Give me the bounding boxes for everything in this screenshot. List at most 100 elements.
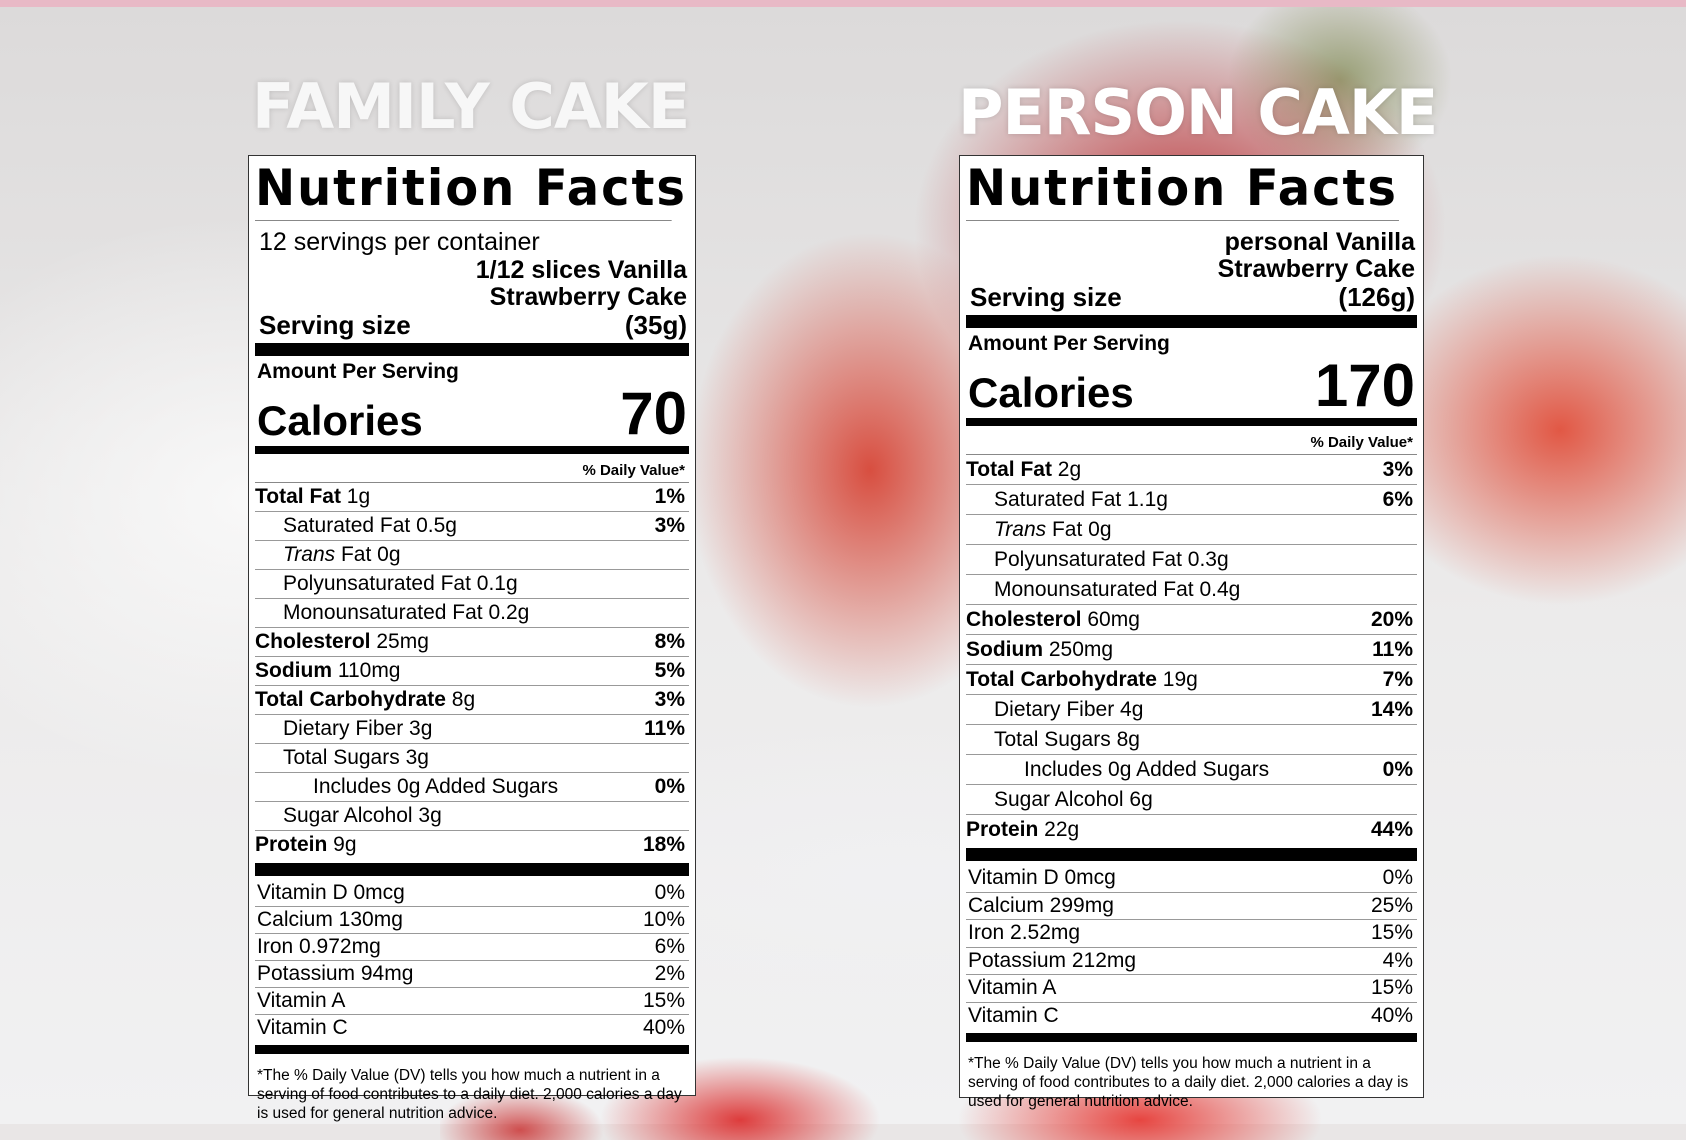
nutrient-amount: Total Sugars 8g bbox=[994, 727, 1140, 751]
nutrient-percent: 3% bbox=[1382, 457, 1413, 481]
serving-size-label: Serving size bbox=[259, 310, 411, 340]
vitamin-row: Vitamin D 0mcg 0% bbox=[966, 865, 1417, 893]
nutrient-percent: 11% bbox=[1372, 637, 1413, 661]
nutrient-percent: 20% bbox=[1370, 607, 1413, 631]
nutrient-amount: Sugar Alcohol 3g bbox=[283, 804, 442, 827]
thick-divider bbox=[255, 1045, 689, 1054]
serving-size-value: (126g) bbox=[1338, 282, 1415, 312]
nutrient-name-bold: Cholesterol bbox=[966, 607, 1082, 631]
nutrient-percent: 11% bbox=[644, 717, 685, 740]
nutrient-name: Total Carbohydrate 19g bbox=[966, 668, 1198, 692]
nutrient-percent: 3% bbox=[654, 514, 685, 537]
heading-family-cake: FAMILY CAKE bbox=[252, 70, 690, 143]
nutrient-percent: 6% bbox=[1382, 487, 1413, 511]
nutrient-name: Polyunsaturated Fat 0.1g bbox=[255, 572, 518, 596]
top-accent-bar bbox=[0, 0, 1686, 7]
vitamin-row: Calcium 130mg 10% bbox=[255, 907, 689, 934]
nutrient-amount: 9g bbox=[327, 833, 357, 856]
nutrient-name-bold: Total Fat bbox=[966, 457, 1052, 481]
vitamin-name: Vitamin A bbox=[968, 976, 1057, 1000]
nutrient-name: Dietary Fiber 3g bbox=[255, 717, 432, 741]
nutrient-amount: Sugar Alcohol 6g bbox=[994, 787, 1153, 811]
heading-person-cake: PERSON CAKE bbox=[958, 76, 1438, 149]
nutrient-amount: 250mg bbox=[1043, 637, 1114, 661]
calories-label: Calories bbox=[968, 369, 1134, 416]
nutrient-amount: Total Sugars 3g bbox=[283, 746, 429, 769]
nutrient-percent: 5% bbox=[654, 659, 685, 682]
footnote: *The % Daily Value (DV) tells you how mu… bbox=[257, 1067, 682, 1122]
calories-label: Calories bbox=[257, 397, 423, 444]
medium-divider bbox=[966, 418, 1417, 426]
thick-divider bbox=[966, 315, 1417, 328]
nutrient-amount: Saturated Fat 0.5g bbox=[283, 514, 457, 537]
nutrient-name-bold: Cholesterol bbox=[255, 630, 371, 653]
nutrient-rows: Total Fat 2g 3% Saturated Fat 1.1g 6% Trans … bbox=[966, 455, 1417, 844]
nutrient-row: Total Fat 1g 1% bbox=[255, 483, 689, 512]
serving-description-1: 1/12 slices Vanilla bbox=[475, 256, 687, 284]
nutrient-percent: 18% bbox=[642, 833, 685, 856]
daily-value-header: % Daily Value* bbox=[255, 460, 689, 483]
nutrient-row: Sugar Alcohol 3g bbox=[255, 802, 689, 831]
vitamin-percent: 10% bbox=[642, 908, 685, 931]
nutrient-name-bold: Sodium bbox=[966, 637, 1043, 661]
nutrient-row: Protein 22g 44% bbox=[966, 815, 1417, 844]
vitamin-name: Calcium 299mg bbox=[968, 893, 1114, 917]
nutrient-name: Cholesterol 25mg bbox=[255, 630, 429, 654]
nutrient-row: Cholesterol 60mg 20% bbox=[966, 605, 1417, 635]
vitamin-row: Vitamin A 15% bbox=[966, 975, 1417, 1003]
nutrient-row: Includes 0g Added Sugars 0% bbox=[255, 773, 689, 802]
nutrient-row: Monounsaturated Fat 0.2g bbox=[255, 599, 689, 628]
nutrient-amount: 19g bbox=[1156, 667, 1198, 691]
nutrient-name: Sodium 110mg bbox=[255, 659, 401, 683]
nutrient-row: Total Sugars 8g bbox=[966, 725, 1417, 755]
vitamin-row: Vitamin C 40% bbox=[966, 1003, 1417, 1030]
nutrient-name: Protein 22g bbox=[966, 818, 1079, 842]
vitamin-percent: 40% bbox=[1370, 1003, 1413, 1027]
serving-description-2: Strawberry Cake bbox=[489, 283, 687, 311]
nutrient-amount: Dietary Fiber 3g bbox=[283, 717, 433, 740]
vitamin-percent: 15% bbox=[1370, 921, 1413, 945]
nutrient-name: Total Sugars 8g bbox=[966, 728, 1140, 752]
nutrient-name: Monounsaturated Fat 0.4g bbox=[966, 578, 1240, 602]
nutrient-amount: Includes 0g Added Sugars bbox=[313, 775, 559, 798]
nutrient-name: Total Sugars 3g bbox=[255, 746, 429, 770]
nutrient-percent: 7% bbox=[1382, 667, 1413, 691]
nutrient-amount: 8g bbox=[445, 688, 476, 711]
nutrient-row: Includes 0g Added Sugars 0% bbox=[966, 755, 1417, 785]
vitamin-percent: 40% bbox=[642, 1016, 685, 1039]
vitamin-row: Iron 2.52mg 15% bbox=[966, 920, 1417, 948]
calories-value: 70 bbox=[620, 380, 687, 447]
vitamin-row: Calcium 299mg 25% bbox=[966, 893, 1417, 920]
nutrient-row: Dietary Fiber 4g 14% bbox=[966, 695, 1417, 725]
label-title: Nutrition Facts bbox=[255, 160, 685, 221]
nutrient-name: Includes 0g Added Sugars bbox=[255, 775, 558, 799]
serving-size-row: Serving size (35g) bbox=[255, 311, 689, 339]
servings-per-container: 12 servings per container bbox=[259, 228, 540, 256]
nutrient-row: Polyunsaturated Fat 0.1g bbox=[255, 570, 689, 599]
nutrient-name: Protein 9g bbox=[255, 833, 357, 857]
vitamin-name: Iron 2.52mg bbox=[968, 921, 1081, 945]
nutrient-name-bold: Sodium bbox=[255, 659, 332, 682]
nutrient-name-bold: Protein bbox=[966, 817, 1039, 841]
thick-divider bbox=[255, 343, 689, 356]
nutrient-name-italic: Trans bbox=[994, 517, 1047, 541]
nutrient-row: Protein 9g 18% bbox=[255, 831, 689, 859]
amount-per-serving: Amount Per Serving bbox=[257, 360, 459, 383]
vitamin-name: Calcium 130mg bbox=[257, 908, 403, 931]
amount-per-serving: Amount Per Serving bbox=[968, 332, 1170, 355]
medium-divider bbox=[255, 446, 689, 454]
vitamin-name: Vitamin D 0mcg bbox=[968, 866, 1116, 890]
nutrient-name: Sugar Alcohol 3g bbox=[255, 804, 442, 828]
vitamin-row: Iron 0.972mg 6% bbox=[255, 934, 689, 961]
vitamin-name: Vitamin D 0mcg bbox=[257, 881, 405, 904]
vitamin-row: Vitamin A 15% bbox=[255, 988, 689, 1015]
nutrient-name: Includes 0g Added Sugars bbox=[966, 758, 1269, 782]
calories-row: Calories 70 bbox=[255, 384, 689, 444]
vitamin-percent: 6% bbox=[654, 935, 685, 958]
calories-value: 170 bbox=[1314, 352, 1415, 419]
vitamin-name: Iron 0.972mg bbox=[257, 935, 381, 958]
nutrient-percent: 1% bbox=[654, 485, 685, 508]
vitamin-percent: 4% bbox=[1382, 948, 1413, 972]
vitamin-rows: Vitamin D 0mcg 0% Calcium 130mg 10% Iron 0.9… bbox=[255, 880, 689, 1041]
nutrient-name-italic: Trans bbox=[283, 543, 336, 566]
